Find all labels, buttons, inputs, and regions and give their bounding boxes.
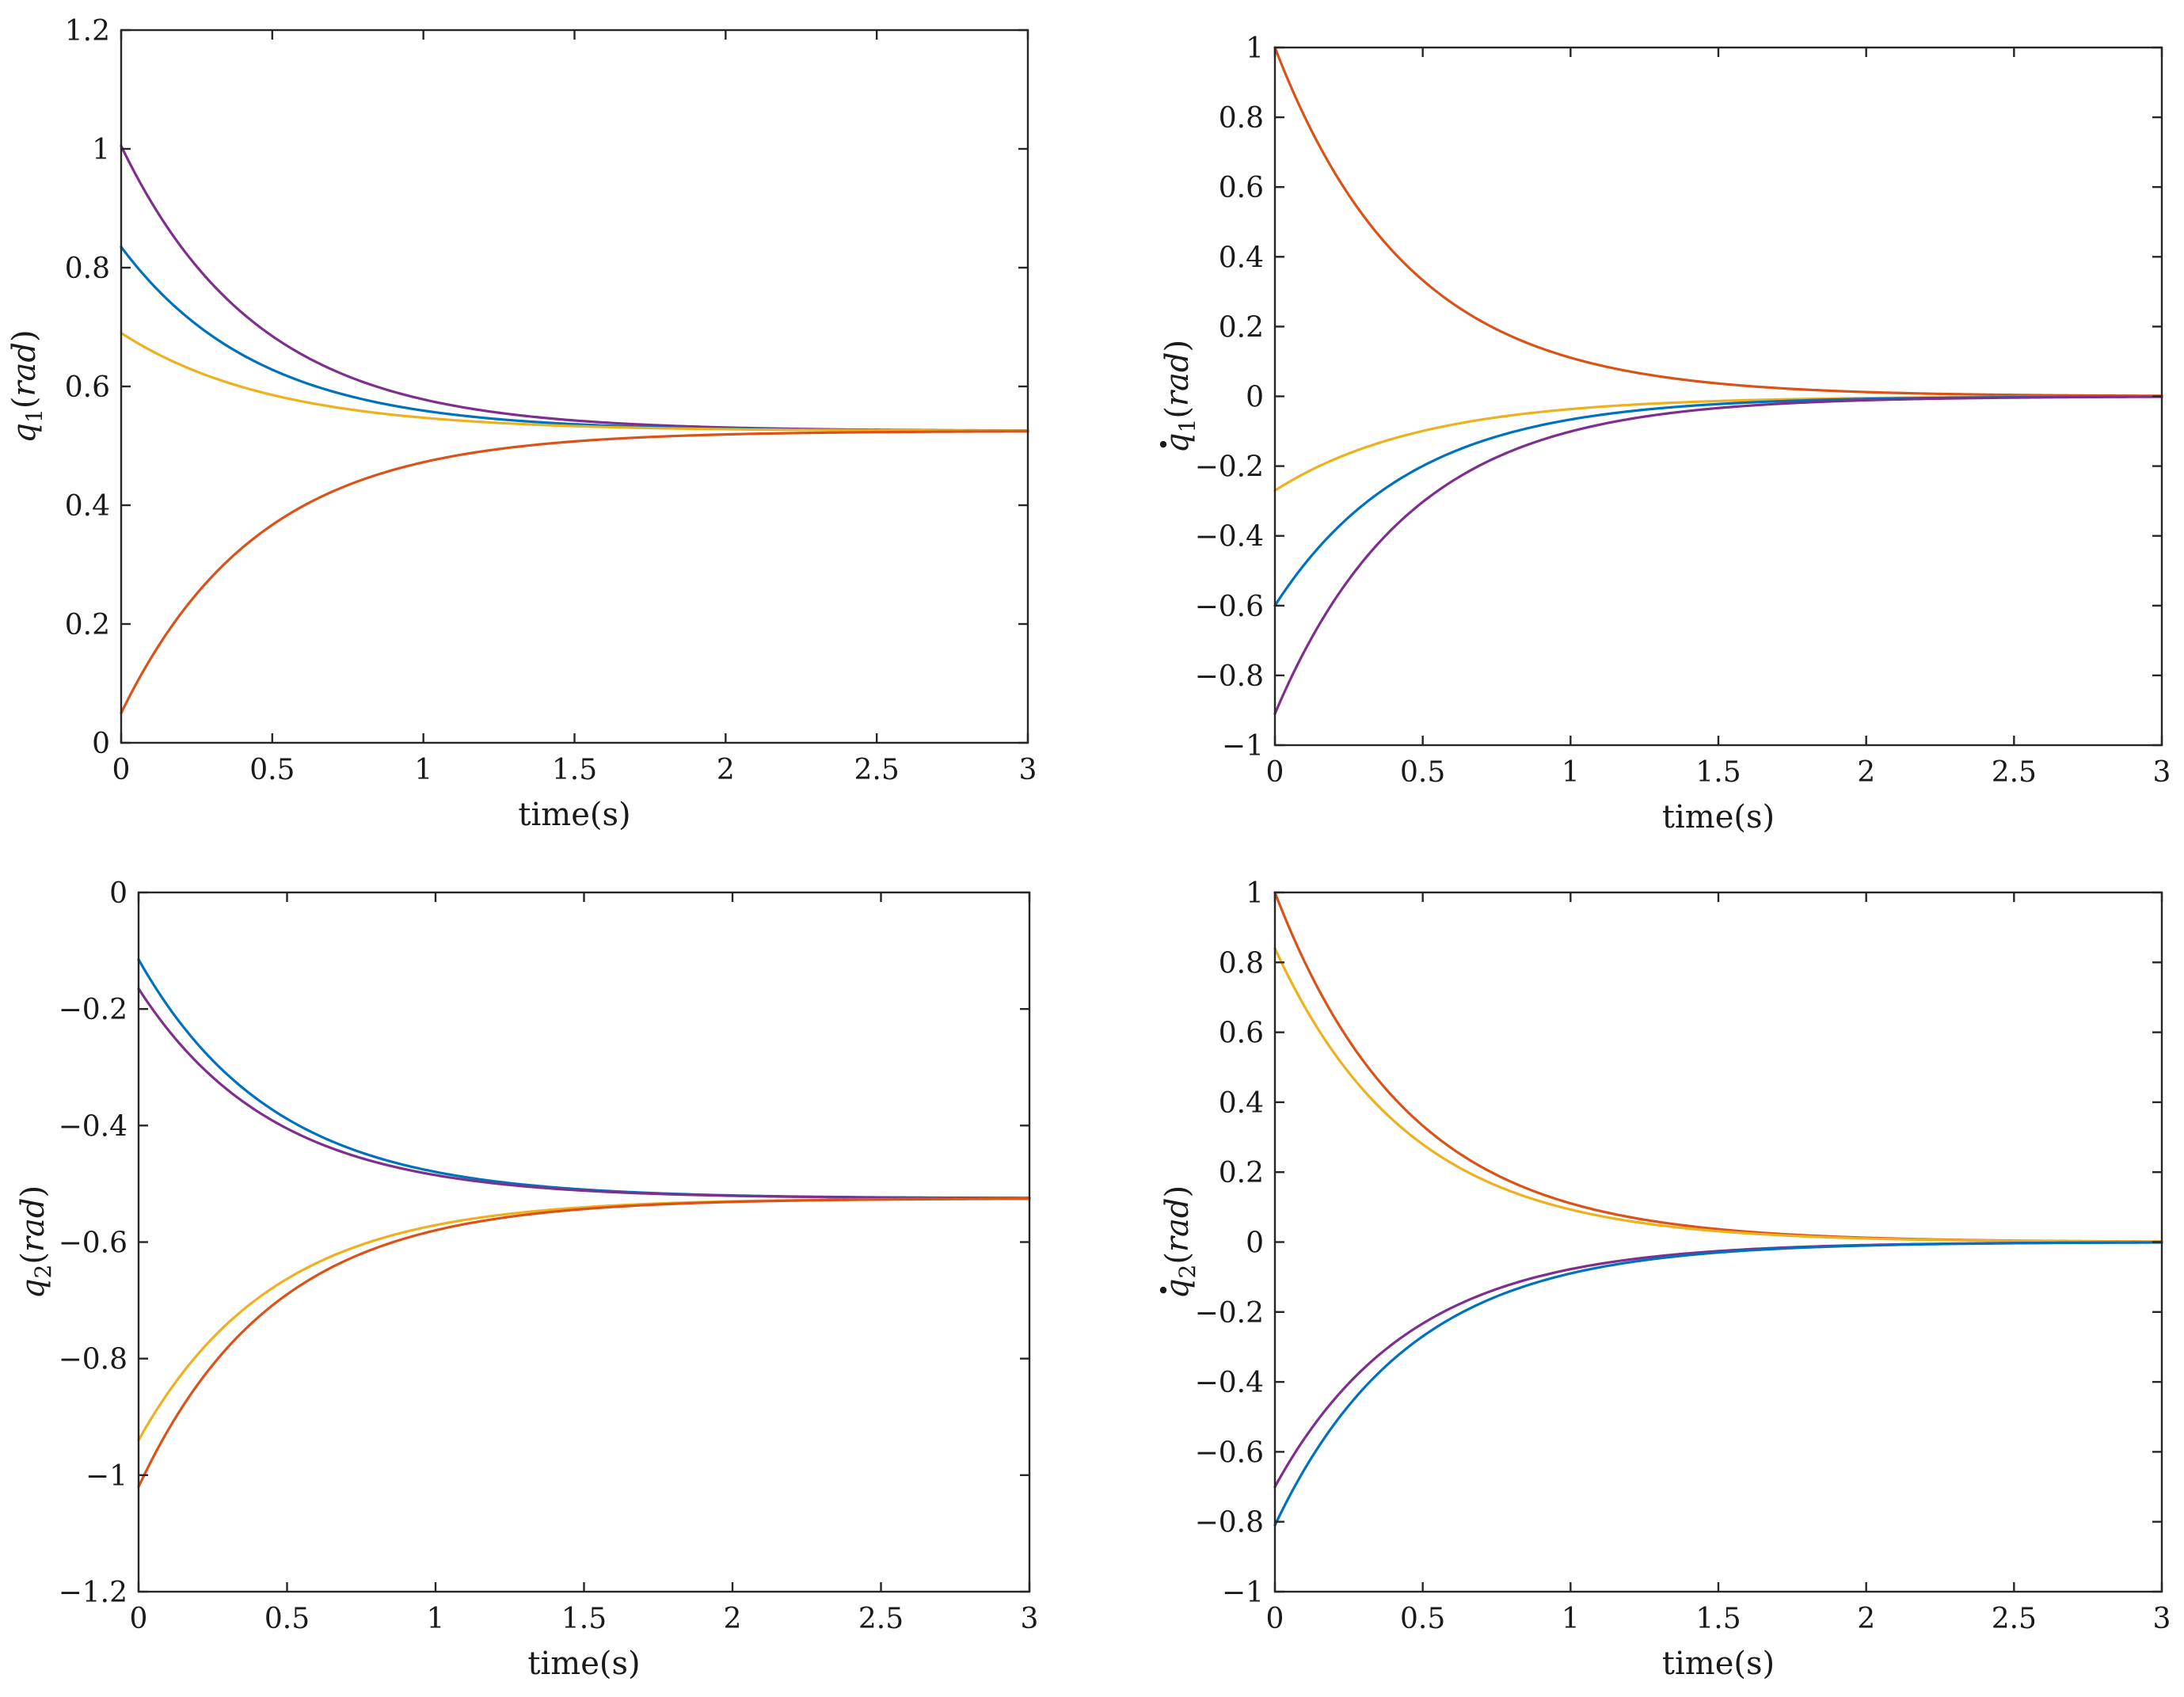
y-tick-label: −0.2	[59, 994, 127, 1026]
y-tick-label: −0.2	[1195, 451, 1264, 484]
y-tick-label: 0.8	[1219, 102, 1264, 135]
y-tick-label: 0.8	[1219, 947, 1264, 980]
y-tick-label: 0.6	[65, 371, 110, 404]
series-line-q2-orange	[137, 1197, 1031, 1489]
series-line-qd2-yellow	[1273, 947, 2163, 1243]
y-tick-label: −0.6	[1195, 1436, 1264, 1469]
y-tick-label: 0.2	[1219, 311, 1264, 344]
subplot-qd1: 0 0.5 1 1.5 2 2.5 3 −1 −0.8 −0.6 −0.4 −0.2 0 0.2 0.4 0.…	[1159, 32, 2171, 835]
series-line-qd1-purple	[1273, 395, 2163, 715]
y-tick-label: 0	[92, 728, 110, 760]
series-line-qd1-orange	[1273, 46, 2163, 398]
x-tick-label: 2.5	[1992, 756, 2037, 789]
y-axis-label-dot	[1159, 1286, 1167, 1294]
svg-text:q1(rad): q1(rad)	[6, 329, 48, 443]
y-tick-label: −0.8	[1195, 660, 1264, 693]
y-tick-label: 1.2	[65, 15, 110, 48]
y-tick-label: −0.4	[1195, 1367, 1264, 1399]
x-tick-label: 2.5	[858, 1603, 904, 1635]
x-tick-label: 2	[724, 1603, 742, 1635]
y-tick-label: −1	[1222, 730, 1264, 763]
x-axis-label: time(s)	[1662, 799, 1775, 835]
series-line-q2-purple	[137, 987, 1031, 1200]
x-tick-label: 2	[717, 754, 735, 786]
y-tick-label: −0.6	[59, 1227, 127, 1260]
x-tick-label: 1	[1562, 756, 1580, 789]
subplot-q1: 0 0.5 1 1.5 2 2.5 3 0 0.2 0.4 0.6 0.8 1 1.2 time(s) q1(…	[6, 15, 1037, 833]
series-line-q1-yellow	[120, 331, 1029, 432]
y-tick-label: −0.2	[1195, 1297, 1264, 1330]
x-tick-label: 0.5	[1400, 756, 1445, 789]
y-tick-label: −1	[1222, 1577, 1264, 1609]
x-tick-label: 3	[1019, 754, 1037, 786]
svg-text:q1(rad): q1(rad)	[1159, 340, 1200, 453]
y-axis-label: q2(rad)	[15, 1185, 56, 1299]
x-tick-label: 2.5	[1992, 1603, 2037, 1635]
y-axis-label: q2(rad)	[1159, 1185, 1200, 1299]
x-tick-label: 3	[2153, 756, 2171, 789]
y-tick-label: 0.4	[65, 490, 110, 523]
y-tick-label: −1.2	[59, 1577, 127, 1609]
y-tick-label: −0.4	[59, 1110, 127, 1143]
x-axis-label: time(s)	[518, 797, 630, 833]
y-tick-label: −1	[86, 1460, 127, 1493]
x-tick-label: 3	[2153, 1603, 2171, 1635]
x-axis-label: time(s)	[1662, 1646, 1775, 1682]
x-tick-label: 2	[1857, 756, 1875, 789]
x-tick-label: 1.5	[561, 1603, 607, 1635]
y-tick-label: −0.6	[1195, 591, 1264, 623]
x-tick-label: 3	[1021, 1603, 1039, 1635]
y-tick-label: 0.2	[1219, 1157, 1264, 1189]
x-tick-label: 1	[427, 1603, 445, 1635]
y-tick-label: 1	[92, 134, 110, 166]
x-tick-label: 2	[1857, 1603, 1875, 1635]
y-tick-label: 0.4	[1219, 1087, 1264, 1120]
y-tick-label: 0	[1246, 1227, 1264, 1260]
y-tick-label: 0.4	[1219, 242, 1264, 274]
subplot-qd2: 0 0.5 1 1.5 2 2.5 3 −1 −0.8 −0.6 −0.4 −0.2 0 0.2 0.4 0.…	[1159, 877, 2171, 1682]
svg-text:q2(rad): q2(rad)	[15, 1185, 56, 1299]
y-tick-label: 0	[1246, 382, 1264, 414]
y-tick-label: 0.6	[1219, 172, 1264, 204]
x-tick-label: 0	[1266, 1603, 1284, 1635]
y-axis-label-dot	[1159, 440, 1167, 448]
y-tick-label: −0.8	[1195, 1507, 1264, 1539]
x-tick-label: 0.5	[264, 1603, 310, 1635]
y-axis-label: q1(rad)	[6, 329, 48, 443]
y-tick-label: 1	[1246, 32, 1264, 65]
x-tick-label: 1.5	[1695, 756, 1741, 789]
x-tick-label: 1.5	[552, 754, 597, 786]
x-tick-label: 1	[414, 754, 432, 786]
y-axis-label: q1(rad)	[1159, 340, 1200, 453]
svg-text:q2(rad): q2(rad)	[1159, 1185, 1200, 1299]
y-tick-label: 1	[1246, 877, 1264, 910]
y-tick-label: −0.4	[1195, 521, 1264, 554]
y-tick-label: 0.6	[1219, 1018, 1264, 1050]
x-tick-label: 2.5	[854, 754, 900, 786]
subplot-q2: 0 0.5 1 1.5 2 2.5 3 −1.2 −1 −0.8 −0.6 −0.4 −0.2 0 time…	[15, 877, 1038, 1682]
x-tick-label: 1.5	[1695, 1603, 1741, 1635]
y-tick-label: 0.2	[65, 609, 110, 641]
x-tick-label: 1	[1562, 1603, 1580, 1635]
x-axis-label: time(s)	[527, 1646, 640, 1682]
series-line-qd2-blue	[1273, 1241, 2163, 1527]
y-tick-label: 0.8	[65, 253, 110, 285]
series-line-q1-orange	[120, 430, 1029, 715]
x-tick-label: 0	[130, 1603, 148, 1635]
x-tick-label: 0.5	[1400, 1603, 1445, 1635]
y-tick-label: −0.8	[59, 1344, 127, 1376]
x-tick-label: 0	[1266, 756, 1284, 789]
y-tick-label: 0	[109, 877, 127, 910]
x-tick-label: 0	[112, 754, 131, 786]
x-tick-label: 0.5	[249, 754, 295, 786]
